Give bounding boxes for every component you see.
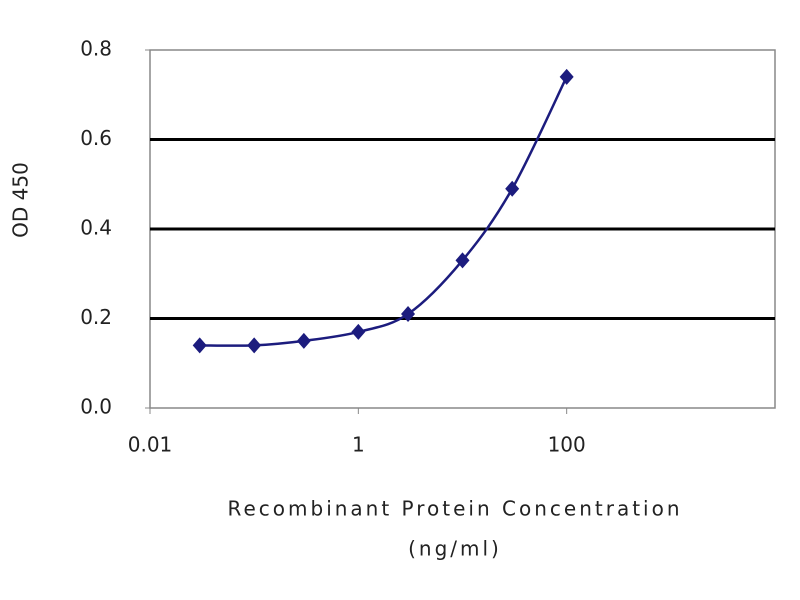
- point: [505, 180, 520, 197]
- point: [401, 306, 416, 323]
- x-tick-label: 0.01: [128, 433, 173, 457]
- y-tick-label: 0.8: [80, 37, 112, 61]
- y-axis-label: OD 450: [9, 162, 33, 238]
- y-tick-label: 0.0: [80, 395, 112, 419]
- x-tick-label: 1: [352, 433, 365, 457]
- point: [351, 323, 366, 340]
- x-axis-label-unit: (ng/ml): [408, 537, 502, 561]
- point: [296, 332, 311, 349]
- x-tick-label: 100: [548, 433, 586, 457]
- y-tick-label: 0.2: [80, 305, 112, 329]
- point: [455, 252, 470, 269]
- point: [192, 337, 207, 354]
- x-axis-label: Recombinant Protein Concentration: [227, 497, 682, 521]
- y-tick-label: 0.6: [80, 126, 112, 150]
- y-tick-label: 0.4: [80, 216, 112, 240]
- point: [559, 68, 574, 85]
- point: [247, 337, 262, 354]
